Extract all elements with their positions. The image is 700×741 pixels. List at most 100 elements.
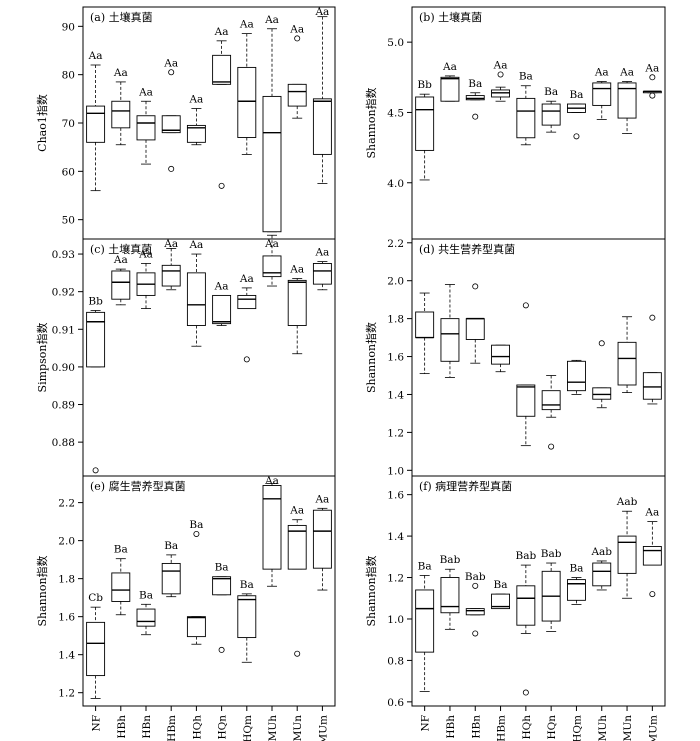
x-tick-label: HBh [445,715,457,739]
iqr-box [186,272,206,326]
significance-letter: Aa [214,26,229,38]
iqr-box [440,577,460,614]
significance-letter: Aa [214,280,229,292]
significance-letter: Bb [417,79,432,91]
y-tick-label: 1.2 [387,427,404,439]
panel-c: (c) 土壤真菌 0.88 0.89 0.90 0.91 0.92 0.93 Simpson指… [35,234,336,477]
iqr-box [415,589,435,653]
panel-f: (f) 病理营养型真菌 0.6 0.8 1.0 1.2 1.4 1.6 Shannon指数 Ba… [364,475,666,741]
outlier-point [598,340,605,347]
outlier-point [649,74,656,81]
box-NF: Bb [415,79,435,181]
box-HBm: Aa [161,238,181,291]
iqr-box [212,294,232,325]
outlier-point [649,591,656,598]
y-tick-label: 1.6 [58,612,75,624]
iqr-box [262,95,282,233]
box-MUn: Aa [287,264,307,355]
significance-letter: Aa [289,264,304,276]
panel-title: (d) 共生营养型真菌 [419,242,515,256]
panel-e: (e) 腐生营养型真菌 1.2 1.4 1.6 1.8 2.0 2.2 Shannon指数 Cb… [35,475,336,741]
significance-letter: Aa [163,57,178,69]
outlier-point [92,467,99,474]
y-tick-label: 1.4 [387,389,404,401]
box-HQm: Ba [237,579,257,663]
y-tick-label: 2.2 [387,238,404,250]
significance-letter: Aa [594,67,609,79]
significance-letter: Bab [465,571,486,583]
box-MUh: Aab [590,546,612,591]
iqr-box [491,89,510,98]
y-tick-label: 50 [62,215,75,227]
significance-letter: Aa [314,247,329,259]
box-MUn: Aa [617,67,637,134]
iqr-box [262,255,282,278]
iqr-box [465,95,485,101]
significance-letter: Aa [88,50,103,62]
significance-letter: Aab [616,496,638,508]
box-HQn: Ba [541,86,561,133]
box-HQh: Aa [186,94,206,146]
iqr-box [161,115,181,134]
y-tick-label: 5.0 [387,37,404,49]
box-HBn: Ba [136,589,156,636]
iqr-box [642,546,662,566]
iqr-box [440,318,460,362]
panel-title: (b) 土壤真菌 [419,10,482,24]
panel-d: (d) 共生营养型真菌 1.0 1.2 1.4 1.6 1.8 2.0 2.2 Shannon指… [364,238,666,477]
x-tick-label: MUm [317,715,329,741]
y-tick-label: 2.2 [58,498,75,510]
x-tick-label: NF [420,715,432,731]
x-tick-label: HBm [166,715,178,741]
box-HBh: Aa [111,254,131,306]
significance-letter: Aa [442,61,457,73]
significance-letter: Ba [519,71,533,83]
box-HQn [541,375,561,450]
iqr-box [312,509,332,569]
box-MUm: Aa [642,507,662,598]
iqr-box [111,572,131,602]
box-MUh [592,340,612,409]
box-MUh: Aa [262,475,282,587]
box-HQh [516,302,536,447]
plot-frame [411,475,666,707]
iqr-box [567,360,586,392]
significance-letter: Aa [264,238,279,250]
box-NF: Cb [86,592,106,699]
y-tick-label: 90 [62,21,75,33]
box-HQn: Ba [212,562,232,653]
box-HBh: Aa [111,67,131,146]
box-HQm: Ba [567,89,586,140]
box-HBm: Aa [161,57,181,172]
significance-letter: Aa [264,475,279,487]
box-HBn: Bab [465,571,486,637]
significance-letter: Ba [139,589,153,601]
box-HBn: Aa [136,86,156,165]
y-tick-label: 70 [62,118,75,130]
box-MUn: Aab [616,496,638,599]
significance-letter: Ba [468,78,482,90]
significance-letter: Aa [314,6,329,18]
significance-letter: Aa [644,507,659,519]
outlier-point [497,71,504,78]
iqr-box [541,390,561,411]
box-MUn: Aa [287,505,307,657]
outlier-point [218,646,225,653]
significance-letter: Ba [569,89,583,101]
y-tick-label: 1.6 [387,352,404,364]
significance-letter: Ba [189,519,203,531]
iqr-box [465,318,485,340]
y-tick-label: 4.5 [387,107,404,119]
y-tick-label: 2.0 [387,276,404,288]
significance-letter: Aa [644,62,659,74]
significance-letter: Aa [314,493,329,505]
significance-letter: Ba [215,562,229,574]
iqr-box [86,621,106,677]
significance-letter: Aa [264,14,279,26]
iqr-box [415,96,435,151]
box-NF: Aa [86,50,106,192]
plot-frame [82,475,336,707]
outlier-point [548,443,555,450]
box-HBm: Ba [491,579,510,610]
